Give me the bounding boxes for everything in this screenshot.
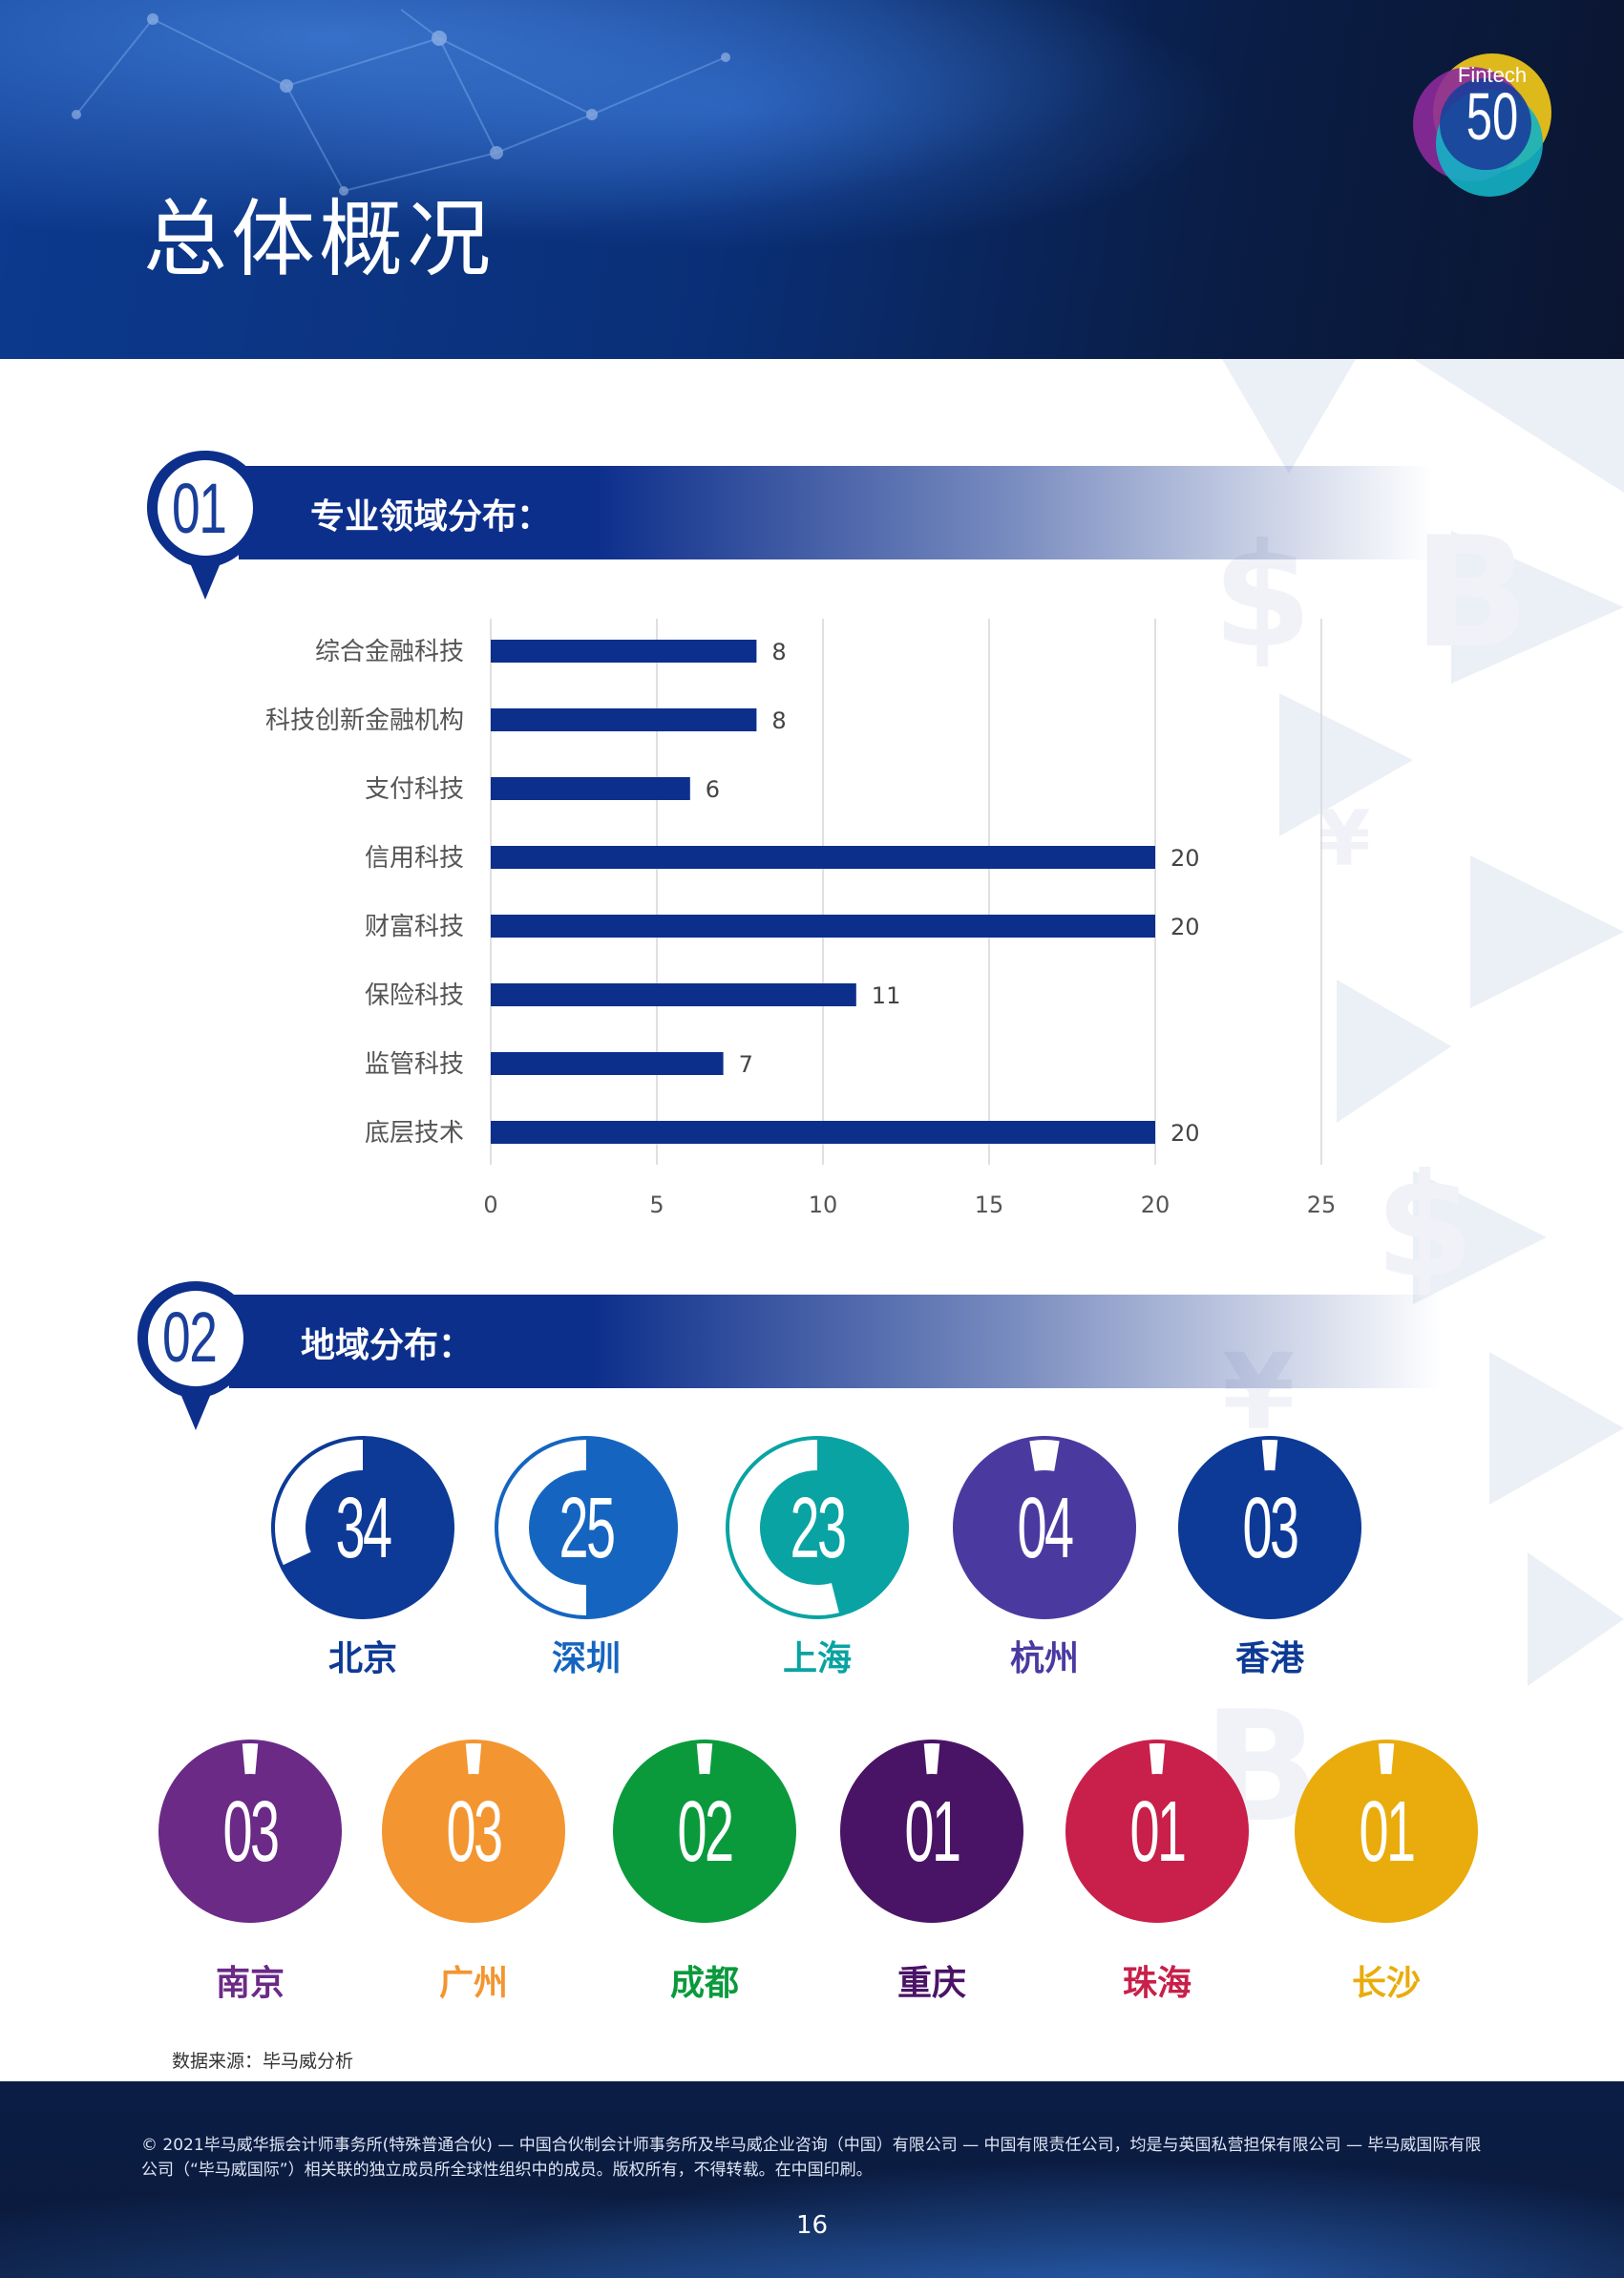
city-item: 03 南京 [157, 1738, 344, 2024]
logo-text-top: Fintech [1457, 63, 1528, 87]
city-name: 广州 [438, 1964, 508, 2003]
city-name: 深圳 [551, 1639, 621, 1678]
city-count: 02 [677, 1784, 734, 1880]
city-item: 01 珠海 [1064, 1738, 1251, 2024]
page-header: 总体概况 Fintech 50 [0, 0, 1624, 359]
city-count: 23 [790, 1481, 847, 1576]
x-tick-label: 10 [809, 1192, 838, 1218]
category-label: 支付科技 [365, 775, 464, 804]
category-label: 综合金融科技 [315, 638, 464, 666]
city-count: 34 [335, 1481, 392, 1576]
city-name: 上海 [782, 1639, 852, 1678]
city-item: 02 成都 [611, 1738, 798, 2024]
city-item: 23 上海 [724, 1434, 911, 1720]
city-progress-ring [1176, 1434, 1363, 1621]
x-tick-label: 25 [1307, 1192, 1337, 1218]
value-label: 11 [872, 982, 901, 1009]
city-progress-ring [269, 1434, 456, 1621]
city-name: 重庆 [896, 1964, 966, 2003]
city-progress-ring [157, 1738, 344, 1925]
city-count: 04 [1017, 1481, 1074, 1576]
value-label: 8 [771, 639, 786, 665]
city-progress-ring [611, 1738, 798, 1925]
copyright-text: © 2021毕马威华振会计师事务所(特殊普通合伙) — 中国合伙制会计师事务所及… [141, 2136, 1482, 2180]
city-name: 香港 [1234, 1639, 1304, 1678]
bar [491, 640, 757, 663]
svg-text:$: $ [1375, 1144, 1474, 1310]
city-progress-ring [493, 1434, 680, 1621]
city-count: 03 [1242, 1481, 1299, 1576]
bar [491, 983, 856, 1006]
category-label: 财富科技 [365, 913, 464, 941]
value-label: 20 [1171, 1120, 1200, 1147]
section2-number: 02 [162, 1297, 218, 1377]
bar [491, 777, 690, 800]
value-label: 20 [1171, 845, 1200, 872]
city-name: 珠海 [1122, 1964, 1192, 2003]
domain-bar-chart: 0 5 10 15 20 25 综合金融科技 8 科技创新金融机构 8 支付科技 6 信用科技 20 财富科… [265, 619, 1337, 1218]
city-item: 03 香港 [1176, 1434, 1363, 1720]
svg-text:B: B [1413, 503, 1529, 682]
fintech50-logo [1413, 53, 1551, 197]
bar [491, 1121, 1155, 1144]
city-name: 长沙 [1351, 1964, 1421, 2003]
x-tick-label: 20 [1141, 1192, 1171, 1218]
category-label: 监管科技 [365, 1050, 464, 1079]
bar [491, 708, 757, 731]
city-item: 25 深圳 [493, 1434, 680, 1720]
page-title: 总体概况 [143, 190, 496, 288]
city-name: 南京 [215, 1964, 285, 2003]
value-label: 20 [1171, 914, 1200, 940]
value-label: 6 [706, 776, 720, 803]
city-count: 03 [222, 1784, 280, 1880]
bar [491, 1052, 724, 1075]
category-label: 科技创新金融机构 [265, 707, 464, 735]
city-name: 北京 [327, 1639, 397, 1678]
section1-title: 专业领域分布： [310, 497, 552, 537]
category-label: 信用科技 [365, 844, 464, 873]
value-label: 7 [739, 1051, 753, 1078]
page-footer: © 2021毕马威华振会计师事务所(特殊普通合伙) — 中国合伙制会计师事务所及… [0, 2081, 1624, 2278]
section1-bar [239, 466, 1432, 559]
city-progress-ring [1064, 1738, 1251, 1925]
bar [491, 846, 1155, 869]
category-label: 底层技术 [365, 1119, 464, 1148]
x-tick-label: 15 [975, 1192, 1004, 1218]
x-tick-label: 0 [483, 1192, 497, 1218]
city-count: 01 [1359, 1784, 1416, 1880]
section2-bar [229, 1295, 1442, 1388]
category-label: 保险科技 [365, 981, 464, 1010]
city-progress-ring [380, 1738, 567, 1925]
network-background [72, 9, 730, 196]
city-item: 01 长沙 [1293, 1738, 1480, 2024]
city-progress-ring [951, 1434, 1138, 1621]
x-tick-label: 5 [649, 1192, 664, 1218]
bar [491, 915, 1155, 938]
city-item: 01 重庆 [838, 1738, 1025, 2024]
logo-text-number: 50 [1466, 79, 1519, 154]
value-label: 8 [771, 707, 786, 734]
city-count: 25 [559, 1481, 616, 1576]
city-name: 杭州 [1009, 1639, 1079, 1678]
page-number: 16 [795, 2211, 829, 2240]
city-progress-ring [838, 1738, 1025, 1925]
section1-pin-icon [147, 451, 264, 600]
city-item: 34 北京 [269, 1434, 456, 1720]
section1-number: 01 [172, 469, 227, 548]
city-progress-ring [724, 1434, 911, 1621]
city-progress-ring [1293, 1738, 1480, 1925]
section2-title: 地域分布： [301, 1326, 474, 1365]
section2-pin-icon [137, 1281, 254, 1430]
svg-text:¥: ¥ [1318, 794, 1371, 883]
city-item: 03 广州 [380, 1738, 567, 2024]
city-name: 成都 [669, 1964, 739, 2003]
city-count: 03 [446, 1784, 503, 1880]
city-count: 01 [1129, 1784, 1187, 1880]
city-item: 04 杭州 [951, 1434, 1138, 1720]
city-count: 01 [904, 1784, 961, 1880]
data-source-note: 数据来源：毕马威分析 [172, 2051, 354, 2072]
